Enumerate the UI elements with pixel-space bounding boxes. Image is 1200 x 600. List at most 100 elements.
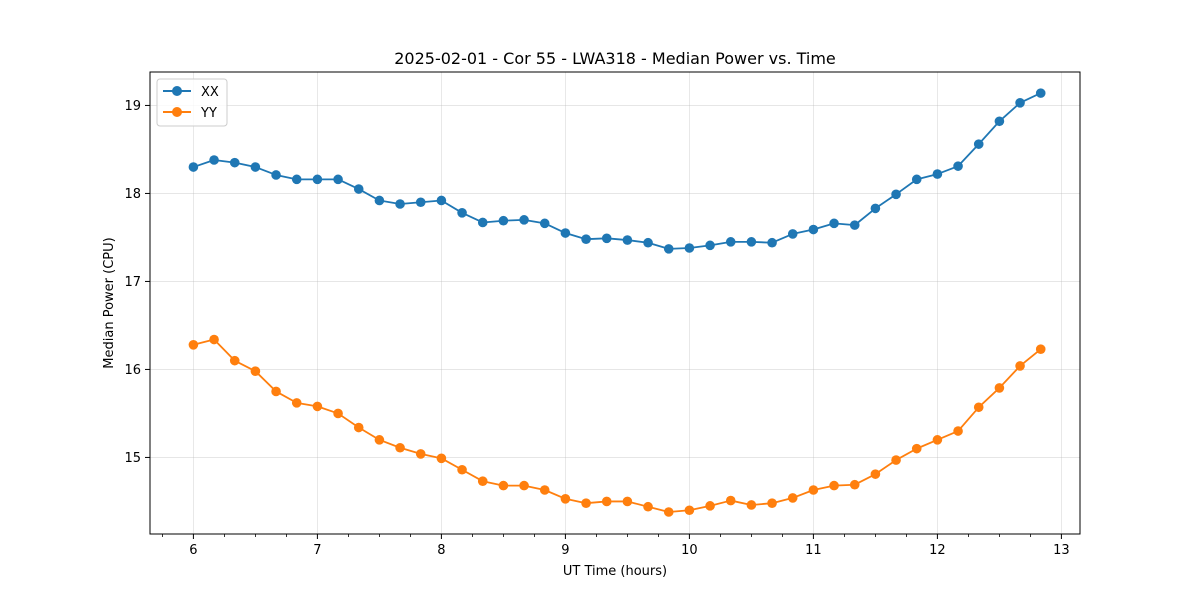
- legend-label-xx: XX: [201, 85, 219, 100]
- data-point-yy: [250, 366, 261, 377]
- data-point-xx: [436, 195, 447, 206]
- legend-marker-yy: [172, 107, 182, 117]
- x-tick-label: 13: [1053, 543, 1070, 558]
- data-point-xx: [353, 184, 364, 194]
- data-point-xx: [498, 215, 509, 226]
- y-tick-label: 19: [124, 99, 141, 114]
- data-point-xx: [994, 116, 1005, 127]
- data-point-yy: [415, 449, 426, 459]
- data-point-xx: [539, 218, 550, 229]
- x-tick-label: 6: [189, 543, 197, 558]
- data-point-xx: [911, 174, 922, 185]
- data-point-xx: [808, 224, 819, 235]
- data-point-xx: [684, 243, 695, 253]
- grid: [150, 72, 1080, 534]
- data-point-yy: [209, 334, 219, 345]
- data-point-yy: [1035, 344, 1046, 355]
- data-point-xx: [209, 155, 219, 165]
- legend: XX YY: [156, 78, 228, 127]
- data-point-yy: [519, 480, 529, 491]
- data-point-xx: [725, 237, 736, 247]
- data-point-xx: [601, 233, 612, 244]
- data-point-xx: [829, 218, 839, 229]
- y-tick-label: 16: [124, 363, 141, 378]
- data-point-yy: [581, 498, 591, 509]
- data-point-yy: [891, 455, 901, 465]
- legend-label-yy: YY: [200, 106, 217, 121]
- data-point-yy: [663, 507, 674, 517]
- data-point-yy: [312, 401, 323, 412]
- data-point-xx: [973, 139, 984, 149]
- data-point-yy: [395, 442, 405, 453]
- data-point-yy: [787, 493, 798, 503]
- data-point-xx: [663, 244, 674, 254]
- axes: 6 7 8 9 10 11 12 13 15 16 17 18 19: [124, 99, 1069, 558]
- x-tick-label: 12: [929, 543, 946, 558]
- data-point-yy: [229, 355, 240, 366]
- data-point-xx: [333, 174, 343, 185]
- y-tick-label: 18: [124, 187, 141, 202]
- y-axis-label: Median Power (CPU): [102, 237, 117, 368]
- data-point-yy: [1015, 361, 1025, 371]
- data-point-yy: [808, 485, 819, 495]
- data-point-xx: [870, 203, 881, 214]
- x-tick-label: 7: [313, 543, 321, 558]
- data-point-xx: [374, 195, 385, 206]
- plot-frame: [149, 71, 1081, 535]
- data-point-xx: [291, 174, 302, 185]
- data-point-xx: [229, 157, 240, 168]
- data-point-yy: [601, 496, 612, 507]
- data-point-yy: [953, 426, 963, 436]
- x-tick-label: 8: [437, 543, 445, 558]
- data-point-yy: [436, 453, 447, 464]
- data-point-xx: [787, 229, 798, 239]
- data-point-yy: [188, 340, 199, 350]
- data-point-yy: [973, 402, 984, 413]
- data-point-xx: [953, 161, 963, 171]
- data-point-yy: [560, 494, 571, 504]
- data-point-yy: [622, 496, 633, 507]
- data-point-xx: [581, 234, 591, 244]
- data-point-xx: [1035, 88, 1046, 98]
- data-point-yy: [643, 501, 653, 512]
- data-point-xx: [519, 215, 529, 225]
- data-point-xx: [746, 237, 757, 247]
- data-point-yy: [932, 435, 943, 445]
- data-point-xx: [250, 162, 261, 172]
- data-point-xx: [891, 189, 901, 200]
- data-point-yy: [333, 408, 343, 419]
- data-point-xx: [560, 228, 571, 238]
- data-point-xx: [705, 240, 715, 251]
- x-tick-label: 9: [561, 543, 569, 558]
- data-point-yy: [911, 443, 922, 454]
- data-point-xx: [1015, 98, 1025, 108]
- series-group: [188, 88, 1046, 517]
- data-point-xx: [312, 174, 323, 185]
- legend-marker-xx: [172, 86, 182, 96]
- x-tick-label: 11: [805, 543, 822, 558]
- data-point-yy: [870, 469, 881, 479]
- data-point-yy: [374, 435, 385, 445]
- x-axis-label: UT Time (hours): [563, 564, 667, 579]
- data-point-xx: [271, 170, 281, 180]
- data-point-xx: [395, 199, 405, 209]
- y-tick-label: 17: [124, 275, 141, 290]
- data-point-yy: [849, 479, 860, 490]
- data-point-xx: [477, 217, 488, 228]
- data-point-yy: [539, 485, 550, 495]
- data-point-yy: [705, 501, 715, 511]
- data-point-yy: [353, 422, 364, 433]
- data-point-xx: [415, 197, 426, 208]
- chart-title: 2025-02-01 - Cor 55 - LWA318 - Median Po…: [394, 49, 836, 68]
- data-point-yy: [767, 498, 777, 509]
- data-point-yy: [477, 476, 488, 487]
- data-point-xx: [932, 169, 943, 179]
- data-point-yy: [291, 398, 302, 408]
- data-point-xx: [188, 162, 199, 172]
- x-tick-label: 10: [681, 543, 698, 558]
- data-point-yy: [746, 500, 757, 510]
- data-point-yy: [271, 386, 281, 397]
- data-point-yy: [994, 383, 1005, 393]
- data-point-xx: [643, 237, 653, 248]
